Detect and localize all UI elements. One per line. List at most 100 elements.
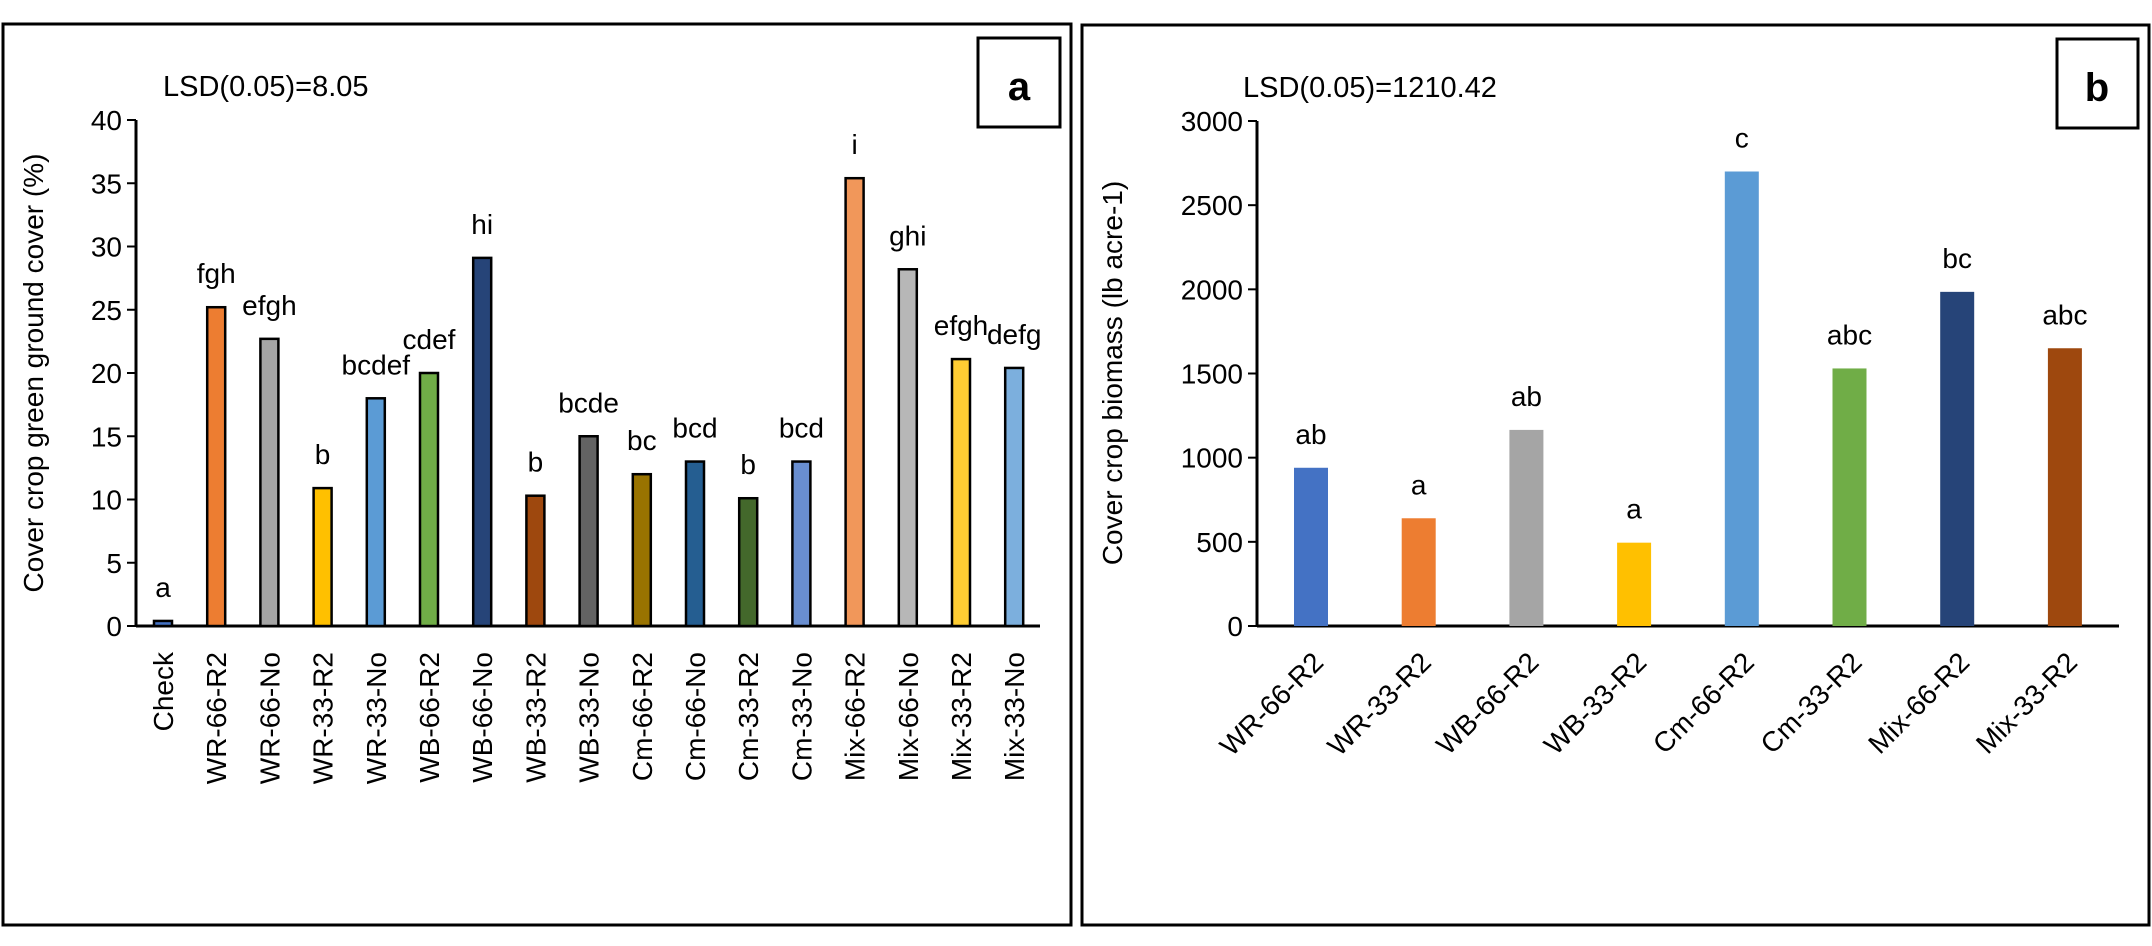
y-tick-label: 30 [91,232,122,263]
y-tick-label: 1500 [1181,359,1243,390]
x-tick-label: Mix-33-No [999,652,1030,781]
x-tick-label: Cm-33-No [786,652,817,781]
bar-Mix-33-No [1003,366,1025,628]
y-tick-label: 2000 [1181,274,1243,305]
bar-Mix-33-R2 [2047,348,2082,626]
x-tick-label: WB-66-No [467,652,498,783]
y-tick-label: 35 [91,168,122,199]
x-tick-label: Mix-33-R2 [946,652,977,781]
x-tick-label: Cm-66-No [680,652,711,781]
significance-letter: a [155,572,171,603]
significance-letter: b [740,449,756,480]
bar-WB-66-R2 [418,371,440,628]
bar-WR-66-No [259,337,280,628]
x-tick-label: WR-66-No [254,652,285,784]
bar-WB-66-R2 [1509,429,1544,626]
panel-b-frame [1080,23,2151,927]
x-tick-label: Cm-33-R2 [1755,646,1868,759]
x-tick-label: WR-66-R2 [201,652,232,784]
bar-Mix-66-No [897,268,919,628]
x-tick-label: Mix-66-No [893,652,924,781]
bar-Cm-33-R2 [737,496,759,628]
x-tick-label: WB-33-R2 [1538,646,1652,760]
y-tick-label: 40 [91,105,122,136]
significance-letter: defg [987,319,1042,350]
bar-WR-33-No [365,397,387,628]
significance-letter: bcd [672,413,717,444]
x-tick-label: WB-66-R2 [1430,646,1544,760]
x-tick-label: Cm-33-R2 [733,652,764,781]
y-tick-label: 5 [106,548,122,579]
significance-letter: efgh [242,290,297,321]
x-tick-label: Check [148,651,179,731]
significance-letter: bc [627,425,657,456]
significance-letter: a [1626,494,1642,525]
significance-letter: c [1735,123,1749,154]
bar-WB-33-R2 [1617,542,1652,626]
panel-a-label-box [976,36,1062,129]
bar-Cm-66-R2 [1724,171,1759,626]
significance-letter: ab [1511,381,1542,412]
bar-WB-66-No [471,256,493,628]
significance-letter: bcde [558,387,619,418]
significance-letter: a [1411,469,1427,500]
significance-letter: cdef [403,324,456,355]
significance-letter: b [528,447,544,478]
significance-letter: i [851,129,857,160]
panel-a-label: a [1008,65,1031,109]
significance-letter: bcdef [342,349,411,380]
panel-a-frame [1,22,1073,927]
y-tick-label: 0 [1227,611,1243,642]
y-tick-label: 15 [91,421,122,452]
significance-letter: bc [1942,243,1972,274]
y-tick-label: 20 [91,358,122,389]
bar-Mix-33-R2 [950,357,972,628]
significance-letter: b [315,439,331,470]
y-tick-label: 1000 [1181,443,1243,474]
panel-b-lsd: LSD(0.05)=1210.42 [1243,72,1497,104]
y-tick-label: 500 [1196,527,1243,558]
significance-letter: ab [1295,419,1326,450]
y-tick-label: 25 [91,295,122,326]
bar-WB-33-R2 [525,494,546,628]
x-tick-label: WR-33-No [361,652,392,784]
x-tick-label: Mix-66-R2 [1862,646,1975,759]
bar-Cm-33-R2 [1832,368,1867,626]
panel-a: a LSD(0.05)=8.05 Cover crop green ground… [1,22,1073,927]
y-tick-label: 3000 [1181,106,1243,137]
bar-Mix-66-R2 [1940,291,1975,626]
y-tick-label: 2500 [1181,190,1243,221]
x-tick-label: WR-66-R2 [1214,646,1329,761]
bar-WR-66-R2 [1294,467,1328,626]
x-tick-label: Cm-66-R2 [627,652,658,781]
significance-letter: abc [1827,319,1872,350]
bar-Mix-66-R2 [844,176,865,628]
bar-Cm-66-No [684,460,706,628]
panel-b-ylabel: Cover crop biomass (lb acre-1) [1097,181,1128,565]
bar-WR-33-R2 [1401,518,1436,626]
x-tick-label: WB-33-R2 [520,652,551,783]
x-tick-label: Mix-66-R2 [840,652,871,781]
x-tick-label: WB-33-No [574,652,605,783]
y-tick-label: 10 [91,485,122,516]
panel-a-lsd: LSD(0.05)=8.05 [163,71,369,103]
panel-b-label-box [2055,37,2140,130]
y-tick-label: 0 [106,611,122,642]
significance-letter: fgh [197,258,236,289]
significance-letter: hi [471,209,493,240]
x-tick-label: Cm-66-R2 [1647,646,1760,759]
bar-Check [152,619,174,628]
bar-WR-66-R2 [205,305,227,628]
bar-WB-33-No [578,435,599,628]
bar-WR-33-R2 [312,486,333,628]
bar-Cm-33-No [791,460,812,628]
x-tick-label: WB-66-R2 [414,652,445,783]
significance-letter: efgh [934,310,989,341]
x-tick-label: Mix-33-R2 [1970,646,2083,759]
x-tick-label: WR-33-R2 [308,652,339,784]
panel-b: b LSD(0.05)=1210.42 Cover crop biomass (… [1080,23,2151,927]
significance-letter: ghi [889,220,926,251]
significance-letter: bcd [779,413,824,444]
panel-a-ylabel: Cover crop green ground cover (%) [18,154,49,593]
